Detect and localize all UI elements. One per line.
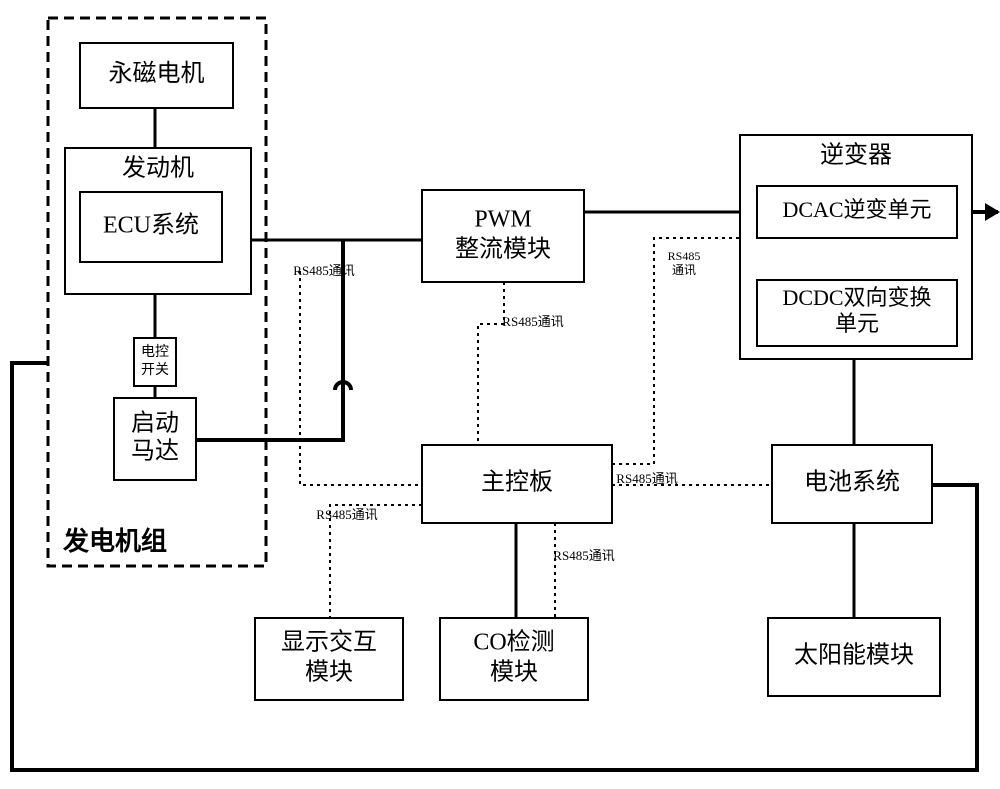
comm-label-3: RS485通讯 <box>616 471 677 486</box>
switch-label-2: 开关 <box>141 362 169 378</box>
comm-label-0: RS485通讯 <box>293 263 354 278</box>
starter_motor-label-2: 马达 <box>131 438 179 465</box>
switch-label-1: 电控 <box>141 344 169 360</box>
system-block-diagram: 发电机组 永磁电机发动机 ECU系统电控开关启动马达 PWM 整流模块 逆变器 DCAC逆变… <box>0 0 1000 789</box>
inverter-outer-label: 逆变器 <box>820 142 892 169</box>
comm-label-5: RS485通讯 <box>553 548 614 563</box>
display-label-2: 模块 <box>305 659 353 686</box>
comm-label-2-2: 通讯 <box>672 263 696 277</box>
pwm-label-1: PWM <box>474 207 531 233</box>
comm-label-4: RS485通讯 <box>316 507 377 522</box>
ecu-label: ECU系统 <box>103 212 199 239</box>
edge-dotted-ecu-mainctrl <box>300 271 422 485</box>
comm-label-1: RS485通讯 <box>502 314 563 329</box>
dcdc-label-1: DCDC双向变换 <box>782 285 931 310</box>
display-label-1: 显示交互 <box>281 629 377 656</box>
output-arrow <box>985 203 1000 221</box>
pwm-label-2: 整流模块 <box>455 236 551 263</box>
generator-group-label: 发电机组 <box>62 526 167 556</box>
starter_motor-label-1: 启动 <box>131 410 179 437</box>
co_detect-label-2: 模块 <box>490 659 538 686</box>
co_detect-label-1: CO检测 <box>473 629 554 656</box>
dcac-label: DCAC逆变单元 <box>782 197 931 222</box>
engine-outer-label: 发动机 <box>122 155 194 182</box>
comm-label-2-1: RS485 <box>668 249 701 263</box>
pm_motor-label: 永磁电机 <box>109 60 205 87</box>
main_ctrl-label: 主控板 <box>481 469 553 496</box>
solar-label: 太阳能模块 <box>794 642 914 669</box>
dcdc-label-2: 单元 <box>835 311 879 336</box>
edge-dotted-pwm-mainctrl <box>478 282 504 445</box>
battery-label: 电池系统 <box>804 469 900 496</box>
